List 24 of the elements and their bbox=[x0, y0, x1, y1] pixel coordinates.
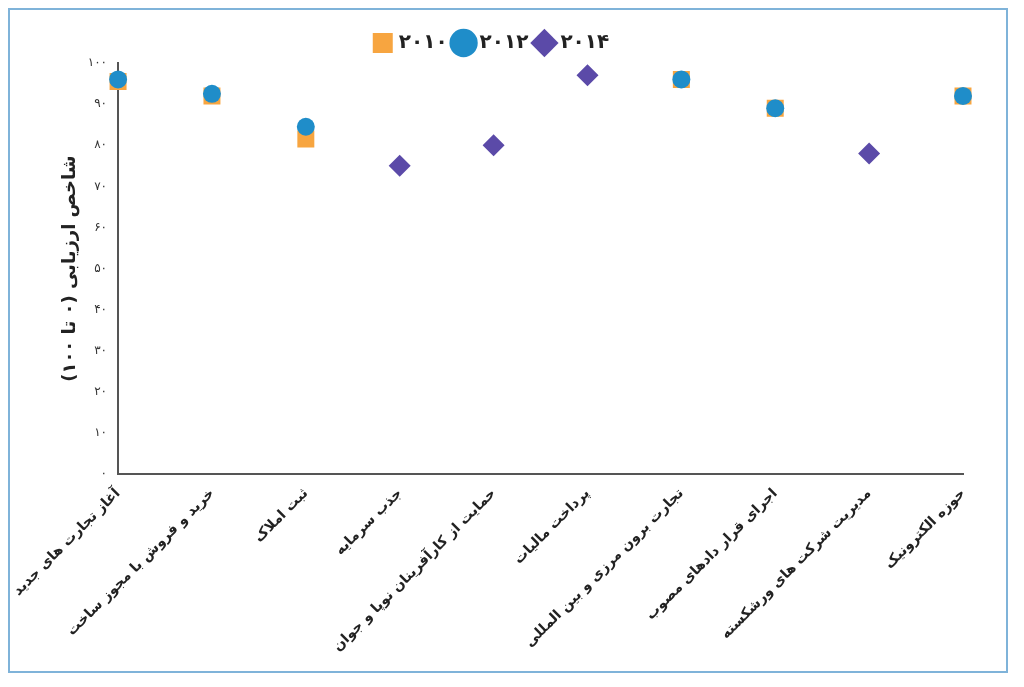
y-tick-label: ۰ bbox=[100, 466, 108, 481]
point bbox=[388, 154, 411, 177]
y-tick-label: ۴۰ bbox=[94, 301, 108, 316]
legend-label: ۲۰۱۰ bbox=[398, 29, 448, 54]
y-tick-label: ۱۰ bbox=[94, 425, 108, 440]
point bbox=[296, 117, 315, 136]
y-tick-label: ۹۰ bbox=[94, 96, 108, 111]
legend-label: ۲۰۱۴ bbox=[560, 29, 610, 54]
x-tick-label: پرداخت مالیات bbox=[510, 484, 593, 568]
y-tick-label: ۳۰ bbox=[94, 343, 108, 358]
y-tick-label: ۱۰۰ bbox=[87, 55, 108, 70]
y-tick-label: ۸۰ bbox=[94, 137, 108, 152]
x-tick-label: حوزه الکترونیک bbox=[880, 484, 969, 573]
x-tick-label: جذب سرمایه bbox=[331, 484, 406, 559]
legend-label: ۲۰۱۲ bbox=[479, 29, 529, 54]
point bbox=[482, 134, 505, 157]
point bbox=[858, 142, 881, 165]
y-tick-label: ۵۰ bbox=[94, 260, 108, 275]
x-tick-label: ثبت املاک bbox=[250, 484, 311, 545]
y-axis-title: شاخص ارزیابی (۰ تا ۱۰۰) bbox=[57, 155, 80, 382]
y-tick-label: ۷۰ bbox=[94, 178, 108, 193]
y-tick-label: ۶۰ bbox=[94, 219, 108, 234]
point bbox=[576, 64, 599, 87]
y-tick-label: ۲۰ bbox=[94, 384, 108, 399]
